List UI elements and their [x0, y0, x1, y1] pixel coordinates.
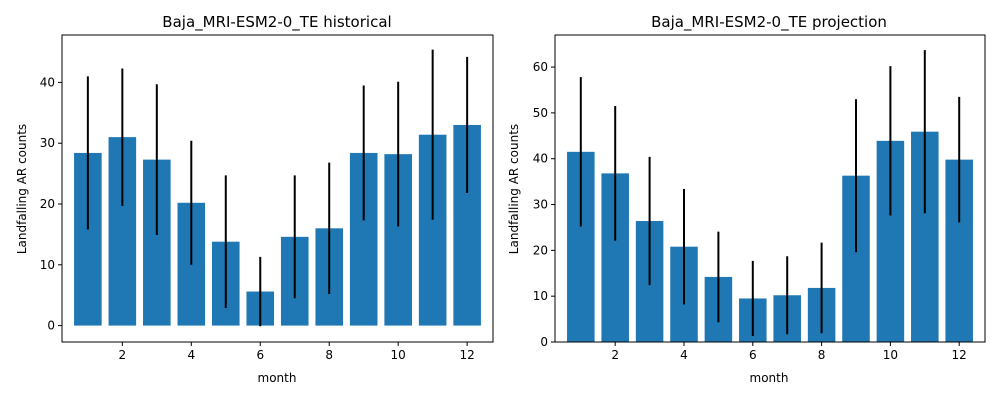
y-tick-label: 60 [533, 60, 548, 74]
y-tick-label: 50 [533, 106, 548, 120]
x-tick-label: 12 [952, 348, 967, 362]
x-tick-label: 10 [883, 348, 898, 362]
x-tick-label: 8 [818, 348, 826, 362]
y-tick-label: 30 [533, 198, 548, 212]
x-tick-label: 10 [391, 348, 406, 362]
chart-title: Baja_MRI-ESM2-0_TE historical [162, 13, 391, 32]
x-tick-label: 12 [459, 348, 474, 362]
y-tick-label: 0 [47, 319, 55, 333]
y-tick-label: 40 [533, 152, 548, 166]
chart-title: Baja_MRI-ESM2-0_TE projection [651, 13, 887, 32]
y-tick-label: 10 [40, 258, 55, 272]
x-axis-label: month [750, 371, 789, 385]
x-tick-label: 2 [611, 348, 619, 362]
y-axis-label: Landfalling AR counts [507, 124, 521, 254]
y-tick-label: 0 [540, 335, 548, 349]
x-tick-label: 6 [749, 348, 757, 362]
y-axis-label: Landfalling AR counts [15, 124, 29, 254]
y-tick-label: 10 [533, 289, 548, 303]
y-tick-label: 20 [40, 197, 55, 211]
x-axis-label: month [258, 371, 297, 385]
x-tick-label: 4 [187, 348, 195, 362]
y-tick-label: 20 [533, 243, 548, 257]
x-tick-label: 4 [680, 348, 688, 362]
x-tick-label: 8 [325, 348, 333, 362]
x-tick-label: 2 [119, 348, 127, 362]
x-tick-label: 6 [256, 348, 264, 362]
y-tick-label: 40 [40, 75, 55, 89]
y-tick-label: 30 [40, 136, 55, 150]
